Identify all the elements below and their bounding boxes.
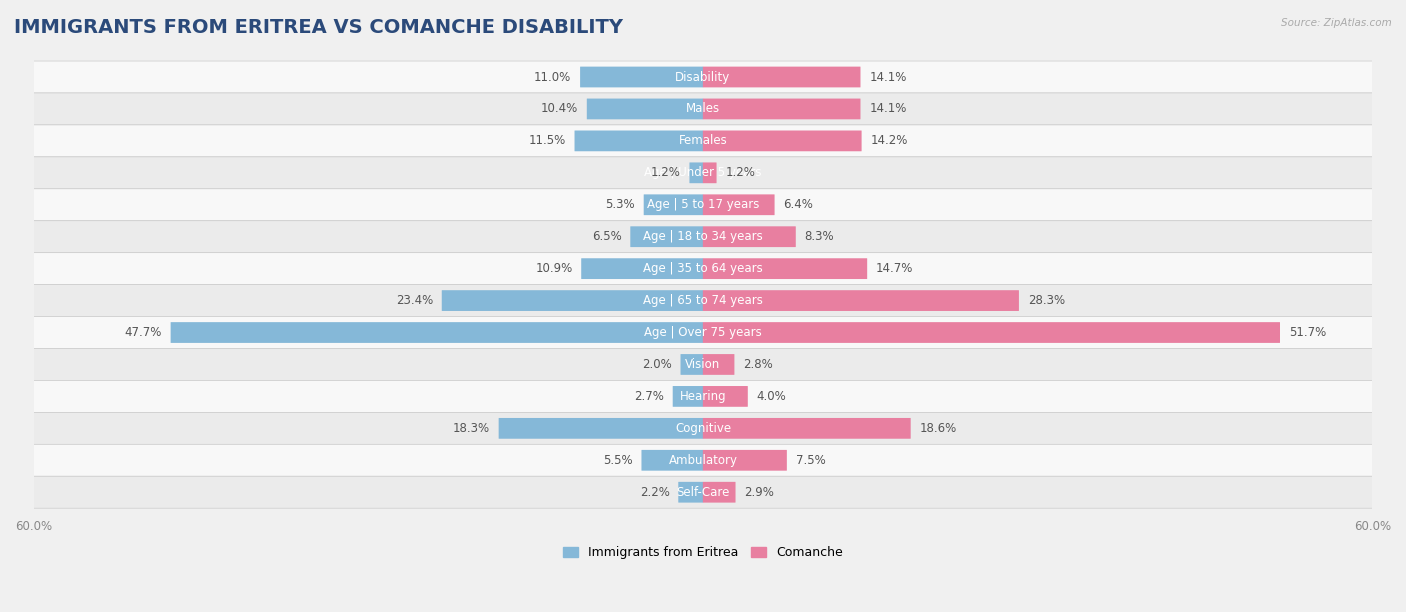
FancyBboxPatch shape — [678, 482, 703, 502]
Text: 1.2%: 1.2% — [651, 166, 681, 179]
FancyBboxPatch shape — [34, 285, 1372, 316]
FancyBboxPatch shape — [34, 93, 1372, 125]
FancyBboxPatch shape — [34, 221, 1372, 253]
Text: 4.0%: 4.0% — [756, 390, 786, 403]
FancyBboxPatch shape — [703, 130, 862, 151]
Text: Source: ZipAtlas.com: Source: ZipAtlas.com — [1281, 18, 1392, 28]
Text: 10.9%: 10.9% — [536, 262, 572, 275]
FancyBboxPatch shape — [703, 67, 860, 88]
Text: Age | 18 to 34 years: Age | 18 to 34 years — [643, 230, 763, 243]
FancyBboxPatch shape — [34, 188, 1372, 221]
Text: Vision: Vision — [685, 358, 721, 371]
FancyBboxPatch shape — [630, 226, 703, 247]
Text: Age | Over 75 years: Age | Over 75 years — [644, 326, 762, 339]
Text: Hearing: Hearing — [679, 390, 727, 403]
FancyBboxPatch shape — [34, 444, 1372, 476]
Text: 2.7%: 2.7% — [634, 390, 664, 403]
FancyBboxPatch shape — [34, 348, 1372, 381]
Text: 10.4%: 10.4% — [541, 102, 578, 116]
Text: 5.5%: 5.5% — [603, 453, 633, 467]
Text: 14.2%: 14.2% — [870, 135, 908, 147]
FancyBboxPatch shape — [34, 125, 1372, 157]
FancyBboxPatch shape — [581, 258, 703, 279]
FancyBboxPatch shape — [681, 354, 703, 375]
Text: 23.4%: 23.4% — [395, 294, 433, 307]
Text: 18.6%: 18.6% — [920, 422, 956, 435]
FancyBboxPatch shape — [703, 418, 911, 439]
Text: Ambulatory: Ambulatory — [668, 453, 738, 467]
Text: 51.7%: 51.7% — [1289, 326, 1326, 339]
FancyBboxPatch shape — [441, 290, 703, 311]
Text: Cognitive: Cognitive — [675, 422, 731, 435]
FancyBboxPatch shape — [703, 226, 796, 247]
Text: Disability: Disability — [675, 70, 731, 83]
Text: IMMIGRANTS FROM ERITREA VS COMANCHE DISABILITY: IMMIGRANTS FROM ERITREA VS COMANCHE DISA… — [14, 18, 623, 37]
FancyBboxPatch shape — [644, 195, 703, 215]
Text: Females: Females — [679, 135, 727, 147]
Text: 7.5%: 7.5% — [796, 453, 825, 467]
FancyBboxPatch shape — [34, 381, 1372, 412]
Text: Age | Under 5 years: Age | Under 5 years — [644, 166, 762, 179]
Text: 6.5%: 6.5% — [592, 230, 621, 243]
Text: Males: Males — [686, 102, 720, 116]
FancyBboxPatch shape — [34, 253, 1372, 285]
Text: 8.3%: 8.3% — [804, 230, 834, 243]
Text: Self-Care: Self-Care — [676, 486, 730, 499]
FancyBboxPatch shape — [703, 482, 735, 502]
FancyBboxPatch shape — [703, 450, 787, 471]
FancyBboxPatch shape — [703, 290, 1019, 311]
Text: 2.9%: 2.9% — [744, 486, 775, 499]
FancyBboxPatch shape — [34, 157, 1372, 188]
FancyBboxPatch shape — [703, 99, 860, 119]
FancyBboxPatch shape — [703, 386, 748, 407]
FancyBboxPatch shape — [581, 67, 703, 88]
FancyBboxPatch shape — [703, 354, 734, 375]
FancyBboxPatch shape — [689, 162, 703, 183]
FancyBboxPatch shape — [34, 476, 1372, 508]
Text: Age | 35 to 64 years: Age | 35 to 64 years — [643, 262, 763, 275]
Text: 1.2%: 1.2% — [725, 166, 755, 179]
FancyBboxPatch shape — [672, 386, 703, 407]
Text: Age | 5 to 17 years: Age | 5 to 17 years — [647, 198, 759, 211]
FancyBboxPatch shape — [34, 61, 1372, 93]
Text: 5.3%: 5.3% — [606, 198, 636, 211]
Text: 2.0%: 2.0% — [643, 358, 672, 371]
FancyBboxPatch shape — [499, 418, 703, 439]
Text: 47.7%: 47.7% — [125, 326, 162, 339]
FancyBboxPatch shape — [703, 322, 1279, 343]
Text: 14.1%: 14.1% — [869, 70, 907, 83]
FancyBboxPatch shape — [641, 450, 703, 471]
FancyBboxPatch shape — [575, 130, 703, 151]
FancyBboxPatch shape — [586, 99, 703, 119]
Text: 14.1%: 14.1% — [869, 102, 907, 116]
FancyBboxPatch shape — [703, 195, 775, 215]
Text: Age | 65 to 74 years: Age | 65 to 74 years — [643, 294, 763, 307]
FancyBboxPatch shape — [703, 162, 717, 183]
Text: 14.7%: 14.7% — [876, 262, 914, 275]
FancyBboxPatch shape — [34, 412, 1372, 444]
Text: 11.5%: 11.5% — [529, 135, 565, 147]
Legend: Immigrants from Eritrea, Comanche: Immigrants from Eritrea, Comanche — [558, 541, 848, 564]
FancyBboxPatch shape — [703, 258, 868, 279]
Text: 2.8%: 2.8% — [744, 358, 773, 371]
Text: 2.2%: 2.2% — [640, 486, 669, 499]
FancyBboxPatch shape — [170, 322, 703, 343]
Text: 28.3%: 28.3% — [1028, 294, 1064, 307]
FancyBboxPatch shape — [34, 316, 1372, 348]
Text: 18.3%: 18.3% — [453, 422, 489, 435]
Text: 6.4%: 6.4% — [783, 198, 813, 211]
Text: 11.0%: 11.0% — [534, 70, 571, 83]
